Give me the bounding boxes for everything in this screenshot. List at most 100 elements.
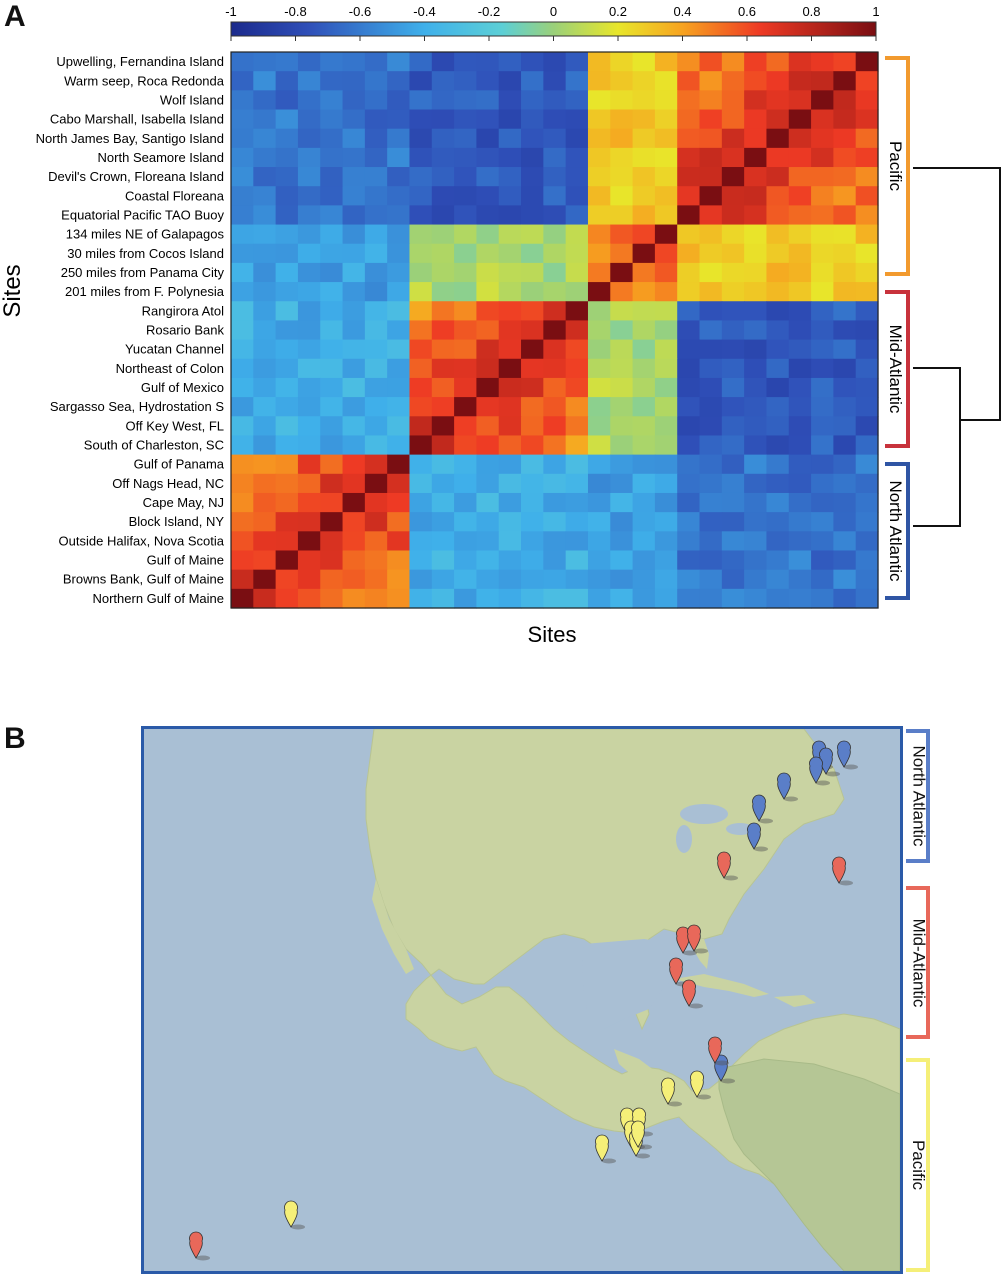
heatmap-cell bbox=[342, 320, 366, 341]
heatmap-cell bbox=[253, 358, 277, 379]
heatmap-cell bbox=[476, 301, 500, 322]
heatmap-cell bbox=[677, 282, 701, 302]
heatmap-cell bbox=[253, 416, 277, 437]
heatmap-cell bbox=[431, 167, 455, 187]
heatmap-cell bbox=[766, 435, 790, 456]
heatmap-cell bbox=[811, 167, 834, 187]
heatmap-cell bbox=[855, 435, 879, 456]
site-marker bbox=[189, 1231, 210, 1261]
heatmap-cell bbox=[565, 282, 589, 302]
heatmap-cell bbox=[632, 377, 656, 398]
heatmap-cell bbox=[833, 224, 857, 245]
map-legend-bracket bbox=[906, 1058, 930, 1272]
heatmap-cell bbox=[610, 339, 634, 360]
heatmap-cell bbox=[275, 339, 299, 360]
site-label: Cape May, NJ bbox=[143, 495, 224, 510]
heatmap-cell bbox=[587, 397, 611, 417]
heatmap-cell bbox=[253, 128, 277, 149]
heatmap-cell bbox=[654, 339, 678, 360]
heatmap-cell bbox=[297, 339, 321, 360]
heatmap-cell bbox=[699, 71, 723, 91]
heatmap-cell bbox=[476, 492, 500, 513]
heatmap-cell bbox=[677, 550, 701, 571]
heatmap-cell bbox=[833, 416, 857, 437]
heatmap-cell bbox=[587, 339, 611, 360]
heatmap-cell bbox=[632, 186, 656, 206]
heatmap-cell bbox=[342, 397, 366, 417]
heatmap-cell bbox=[833, 550, 857, 571]
heatmap-cell bbox=[610, 569, 634, 590]
heatmap-cell bbox=[677, 262, 701, 283]
heatmap-cell bbox=[275, 282, 299, 302]
heatmap-cell bbox=[231, 52, 254, 72]
heatmap-cell bbox=[476, 512, 500, 532]
heatmap-cell bbox=[543, 301, 567, 322]
heatmap-cell bbox=[231, 224, 254, 245]
heatmap-cell bbox=[409, 550, 433, 571]
heatmap-cell bbox=[610, 205, 634, 226]
heatmap-cell bbox=[498, 454, 522, 475]
heatmap-cell bbox=[654, 512, 678, 532]
heatmap-cell bbox=[677, 320, 701, 341]
heatmap-cell bbox=[766, 397, 790, 417]
heatmap-cell bbox=[454, 435, 478, 456]
heatmap-cell bbox=[320, 339, 344, 360]
heatmap-cell bbox=[297, 282, 321, 302]
heatmap-cell bbox=[521, 205, 544, 226]
heatmap-cell bbox=[521, 167, 544, 187]
heatmap-cell bbox=[231, 435, 254, 456]
heatmap-cell bbox=[699, 262, 723, 283]
heatmap-cell bbox=[632, 416, 656, 437]
heatmap-cell bbox=[320, 167, 344, 187]
heatmap-cell bbox=[855, 492, 879, 513]
heatmap-cell bbox=[498, 205, 522, 226]
heatmap-cell bbox=[610, 301, 634, 322]
heatmap-cell bbox=[454, 71, 478, 91]
heatmap-cell bbox=[833, 52, 857, 72]
heatmap-cell bbox=[766, 588, 790, 609]
heatmap-cell bbox=[320, 301, 344, 322]
heatmap-cell bbox=[498, 492, 522, 513]
heatmap-cell bbox=[855, 397, 879, 417]
y-axis-label: Sites bbox=[0, 264, 26, 317]
heatmap-cell bbox=[855, 320, 879, 341]
heatmap-cell bbox=[364, 377, 388, 398]
heatmap-cell bbox=[498, 435, 522, 456]
heatmap-cell bbox=[654, 492, 678, 513]
heatmap-cell bbox=[721, 531, 745, 552]
heatmap-cell bbox=[476, 339, 500, 360]
heatmap-cell bbox=[766, 147, 790, 168]
heatmap-cell bbox=[855, 377, 879, 398]
heatmap-cell bbox=[699, 492, 723, 513]
heatmap-cell bbox=[744, 397, 768, 417]
heatmap-cell bbox=[498, 52, 522, 72]
heatmap-cell bbox=[275, 454, 299, 475]
heatmap-cell bbox=[766, 377, 790, 398]
heatmap-cell bbox=[632, 588, 656, 609]
heatmap-cell bbox=[766, 416, 790, 437]
heatmap-cell bbox=[543, 339, 567, 360]
heatmap-cell bbox=[320, 109, 344, 130]
heatmap-cell bbox=[498, 531, 522, 552]
heatmap-cell bbox=[409, 52, 433, 72]
heatmap-cell bbox=[387, 243, 411, 264]
site-marker bbox=[752, 794, 773, 824]
map-legend-bracket bbox=[906, 886, 930, 1039]
heatmap-cell bbox=[610, 320, 634, 341]
site-marker bbox=[284, 1200, 305, 1230]
heatmap-cell bbox=[275, 128, 299, 149]
heatmap-cell bbox=[766, 243, 790, 264]
heatmap-cell bbox=[297, 473, 321, 494]
heatmap-cell bbox=[610, 531, 634, 552]
heatmap-cell bbox=[632, 52, 656, 72]
heatmap-cell bbox=[454, 550, 478, 571]
heatmap-cell bbox=[699, 301, 723, 322]
heatmap-cell bbox=[721, 435, 745, 456]
heatmap-cell bbox=[521, 243, 544, 264]
heatmap-cell bbox=[476, 262, 500, 283]
heatmap-cell bbox=[476, 109, 500, 130]
heatmap-cell bbox=[721, 128, 745, 149]
correlation-heatmap: -1 -0.8 -0.6 -0.4 -0.2 0 0.2 0.4 0.6 0.8 1 Upwelli… bbox=[0, 4, 1001, 647]
heatmap-cell bbox=[833, 320, 857, 341]
colorbar-tick-label: 1 bbox=[872, 4, 879, 19]
